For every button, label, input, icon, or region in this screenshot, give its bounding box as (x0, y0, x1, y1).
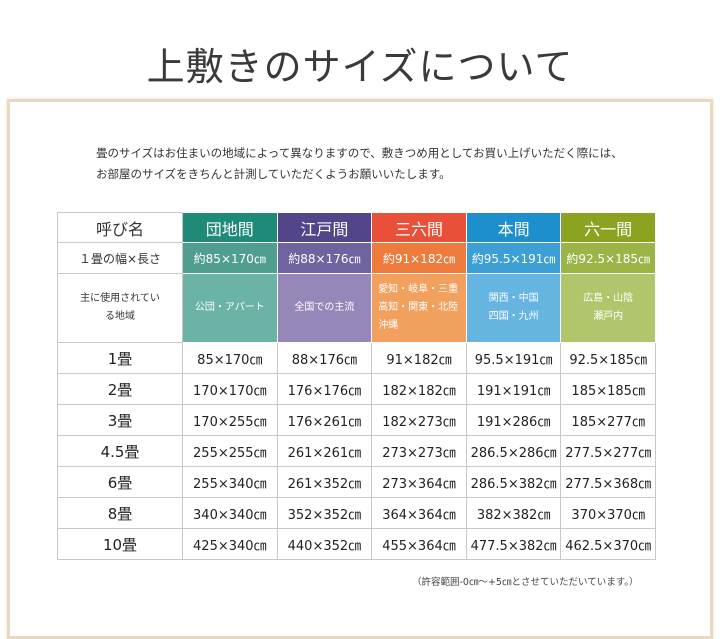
value-cell: 382×382㎝ (465, 497, 562, 529)
region-cell: 愛知・岐阜・三重 高知・関東・北陸 沖縄 (371, 273, 467, 343)
value-cell: 182×182㎝ (371, 373, 467, 405)
table-row: 3畳 170×255㎝ 176×261㎝ 182×273㎝ 191×286㎝ 185×27… (57, 404, 656, 436)
value-cell: 261×352㎝ (276, 466, 373, 498)
value-cell: 462.5×370㎝ (560, 528, 656, 560)
value-cell: 286.5×382㎝ (465, 466, 562, 498)
tolerance-note: （許容範囲-0㎝～+5㎝とさせていただいています。） (412, 577, 639, 588)
value-cell: 185×277㎝ (560, 404, 656, 436)
tatami-size-table: 呼び名 団地間 江戸間 三六間 本間 六一間 １畳の幅×長さ 約85×170㎝ 約88×176… (57, 212, 656, 560)
intro-line: 畳のサイズはお住まいの地域によって異なりますので、敷きつめ用としてお買い上げいた… (96, 146, 623, 160)
size-cell: 約95.5×191㎝ (465, 242, 562, 274)
column-header: 江戸間 (276, 212, 373, 243)
row-label: 1畳 (57, 342, 183, 374)
row-label-name: 呼び名 (57, 212, 183, 243)
value-cell: 261×261㎝ (276, 435, 373, 467)
table-row: 8畳 340×340㎝ 352×352㎝ 364×364㎝ 382×382㎝ 370×37… (57, 497, 656, 529)
value-cell: 95.5×191㎝ (465, 342, 562, 374)
row-label: 4.5畳 (57, 435, 183, 467)
column-header: 団地間 (182, 212, 278, 243)
size-cell: 約85×170㎝ (182, 242, 278, 274)
value-cell: 273×273㎝ (371, 435, 467, 467)
value-cell: 255×340㎝ (182, 466, 278, 498)
column-header: 六一間 (560, 212, 656, 243)
value-cell: 370×370㎝ (560, 497, 656, 529)
value-cell: 286.5×286㎝ (465, 435, 562, 467)
value-cell: 440×352㎝ (276, 528, 373, 560)
region-cell: 広島・山陰 瀬戸内 (560, 273, 656, 343)
size-cell: 約91×182㎝ (371, 242, 467, 274)
row-label: 6畳 (57, 466, 183, 498)
value-cell: 364×364㎝ (371, 497, 467, 529)
value-cell: 92.5×185㎝ (560, 342, 656, 374)
table-row: 6畳 255×340㎝ 261×352㎝ 273×364㎝ 286.5×382㎝ 277.… (57, 466, 656, 498)
value-cell: 277.5×277㎝ (560, 435, 656, 467)
row-label: 8畳 (57, 497, 183, 529)
value-cell: 170×255㎝ (182, 404, 278, 436)
table-row: 10畳 425×340㎝ 440×352㎝ 455×364㎝ 477.5×382㎝ 462… (57, 528, 656, 560)
table-row: 1畳 85×170㎝ 88×176㎝ 91×182㎝ 95.5×191㎝ 92.5×185… (57, 342, 656, 374)
region-cell: 全国での主流 (276, 273, 373, 343)
value-cell: 255×255㎝ (182, 435, 278, 467)
size-cell: 約92.5×185㎝ (560, 242, 656, 274)
row-label-size: １畳の幅×長さ (57, 242, 183, 274)
table-row: 4.5畳 255×255㎝ 261×261㎝ 273×273㎝ 286.5×286㎝ 27… (57, 435, 656, 467)
value-cell: 176×176㎝ (276, 373, 373, 405)
column-header: 三六間 (371, 212, 467, 243)
page-title: 上敷きのサイズについて (146, 45, 574, 89)
row-label: 3畳 (57, 404, 183, 436)
value-cell: 85×170㎝ (182, 342, 278, 374)
value-cell: 191×191㎝ (465, 373, 562, 405)
value-cell: 182×273㎝ (371, 404, 467, 436)
value-cell: 340×340㎝ (182, 497, 278, 529)
row-label: 2畳 (57, 373, 183, 405)
value-cell: 185×185㎝ (560, 373, 656, 405)
value-cell: 91×182㎝ (371, 342, 467, 374)
region-cell: 関西・中国 四国・九州 (465, 273, 562, 343)
value-cell: 455×364㎝ (371, 528, 467, 560)
column-header: 本間 (465, 212, 562, 243)
value-cell: 477.5×382㎝ (465, 528, 562, 560)
value-cell: 273×364㎝ (371, 466, 467, 498)
value-cell: 176×261㎝ (276, 404, 373, 436)
value-cell: 88×176㎝ (276, 342, 373, 374)
row-label: 10畳 (57, 528, 183, 560)
value-cell: 170×170㎝ (182, 373, 278, 405)
intro-text: 畳のサイズはお住まいの地域によって異なりますので、敷きつめ用としてお買い上げいた… (96, 143, 623, 185)
row-label-region: 主に使用されている地域 (57, 273, 183, 343)
value-cell: 352×352㎝ (276, 497, 373, 529)
intro-line: お部屋のサイズをきちんと計測していただくようお願いいたします。 (96, 167, 451, 181)
region-cell: 公団・アパート (182, 273, 278, 343)
value-cell: 425×340㎝ (182, 528, 278, 560)
value-cell: 277.5×368㎝ (560, 466, 656, 498)
table-row: 2畳 170×170㎝ 176×176㎝ 182×182㎝ 191×191㎝ 185×18… (57, 373, 656, 405)
size-cell: 約88×176㎝ (276, 242, 373, 274)
value-cell: 191×286㎝ (465, 404, 562, 436)
